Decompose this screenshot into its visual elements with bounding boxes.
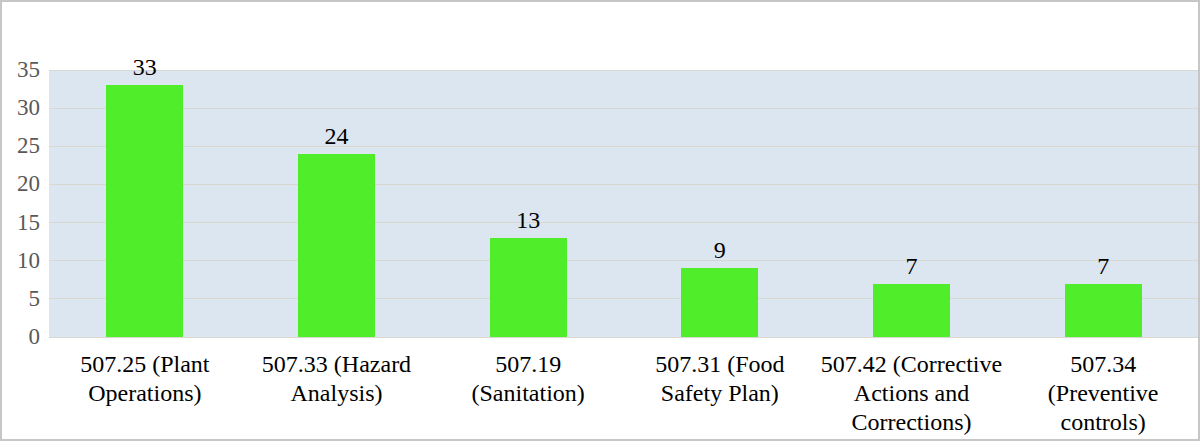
x-axis-category-label: 507.42 (Corrective Actions and Correctio…	[816, 350, 1008, 437]
x-axis-category-label: 507.33 (Hazard Analysis)	[241, 350, 433, 408]
bar-value-label: 33	[49, 53, 241, 81]
bar	[873, 284, 950, 337]
bar-value-label: 13	[432, 206, 624, 234]
gridline	[49, 337, 1199, 338]
bar-chart: 05101520253035 332413977 507.25 (Plant O…	[0, 0, 1200, 441]
x-axis-category-label: 507.19 (Sanitation)	[432, 350, 624, 408]
gridline	[49, 222, 1199, 223]
y-axis-tick-label: 0	[4, 325, 40, 348]
y-axis-tick-label: 30	[4, 96, 40, 119]
gridline	[49, 146, 1199, 147]
bar-value-label: 24	[241, 122, 433, 150]
bar	[106, 85, 183, 337]
x-axis-category-label: 507.25 (Plant Operations)	[49, 350, 241, 408]
gridline	[49, 184, 1199, 185]
bar	[298, 154, 375, 337]
x-axis-category-label: 507.34 (Preventive controls)	[1007, 350, 1199, 437]
y-axis-tick-label: 20	[4, 172, 40, 195]
bar-value-label: 9	[624, 236, 816, 264]
y-axis-tick-label: 5	[4, 287, 40, 310]
gridline	[49, 108, 1199, 109]
y-axis-tick-label: 10	[4, 249, 40, 272]
bar	[490, 238, 567, 337]
bar	[1065, 284, 1142, 337]
y-axis-tick-label: 15	[4, 211, 40, 234]
bar	[681, 268, 758, 337]
y-axis-tick-label: 35	[4, 58, 40, 81]
gridline	[49, 298, 1199, 299]
bar-value-label: 7	[816, 252, 1008, 280]
y-axis-tick-label: 25	[4, 134, 40, 157]
x-axis-category-label: 507.31 (Food Safety Plan)	[624, 350, 816, 408]
plot-area	[49, 70, 1199, 337]
bar-value-label: 7	[1007, 252, 1199, 280]
